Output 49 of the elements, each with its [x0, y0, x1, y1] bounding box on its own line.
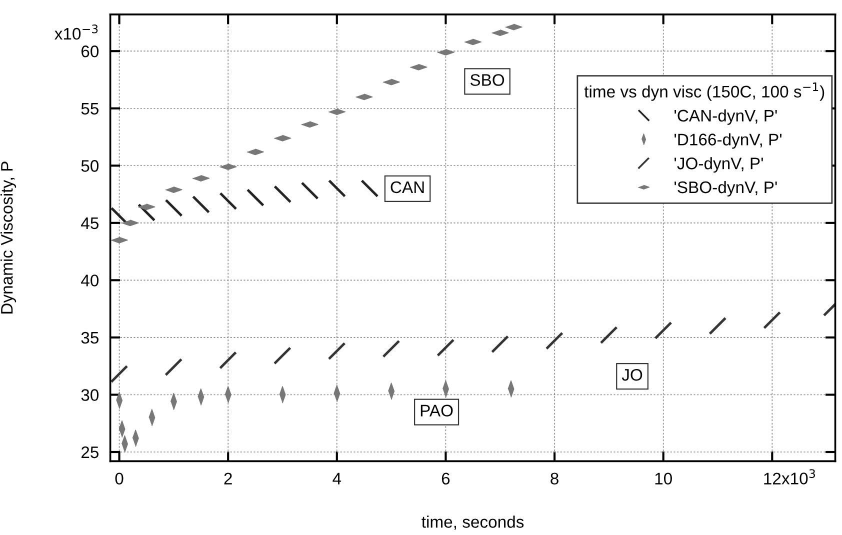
- x-tick-label: 2: [224, 472, 232, 484]
- point: [437, 339, 454, 356]
- y-tick-label: 50: [81, 160, 99, 172]
- point: [600, 326, 618, 344]
- y-tick-label: 30: [81, 389, 99, 401]
- point: [382, 340, 400, 358]
- point: [654, 322, 672, 340]
- point: [219, 352, 237, 370]
- point: [301, 182, 318, 200]
- y-tick-label: 55: [81, 102, 98, 115]
- point: [546, 332, 564, 350]
- point: [165, 358, 182, 376]
- text: x10$^{3}$: [782, 469, 815, 484]
- point: [763, 312, 781, 329]
- point: [328, 342, 346, 360]
- point: [192, 196, 210, 214]
- y-tick-label: 45: [81, 217, 98, 230]
- x-tick-label: 8: [550, 472, 558, 485]
- annotation: CAN: [390, 181, 424, 194]
- point: [360, 180, 378, 198]
- legend-label: 'CAN-dynV, P': [674, 109, 777, 125]
- legend-label: 'JO-dynV, P': [674, 157, 763, 173]
- y-tick-label: 40: [81, 274, 99, 286]
- legend-label: 'SBO-dynV, P': [674, 180, 777, 196]
- y-tick-label: 60: [82, 46, 99, 58]
- annotation: PAO: [420, 404, 453, 417]
- point: [219, 192, 237, 210]
- legend-label: 'D166-dynV, P': [674, 133, 782, 149]
- legend-title: time vs dyn visc (150C, 100 s$^{−1}$): [584, 82, 824, 101]
- x-tick-label: 10: [655, 472, 672, 485]
- x-axis-title: time, seconds: [422, 516, 524, 530]
- point: [110, 365, 128, 383]
- point: [246, 189, 264, 206]
- y-tick-label: 25: [81, 446, 98, 458]
- point: [274, 186, 292, 203]
- point: [491, 336, 509, 354]
- point: [165, 199, 182, 217]
- point: [709, 317, 726, 335]
- y-axis-title: Dynamic Viscosity, P: [0, 162, 16, 314]
- y-tick-label: 35: [81, 332, 98, 344]
- text: x10$^{−3}$: [54, 24, 98, 40]
- x-tick-label: 0: [115, 472, 124, 485]
- x-tick-label: 4: [332, 472, 342, 484]
- x-tick-label: 6: [442, 472, 450, 485]
- annotation: JO: [622, 368, 642, 381]
- point: [328, 180, 346, 198]
- x-tick-label: 12: [764, 472, 781, 484]
- point: [274, 347, 292, 364]
- annotation: SBO: [470, 74, 504, 86]
